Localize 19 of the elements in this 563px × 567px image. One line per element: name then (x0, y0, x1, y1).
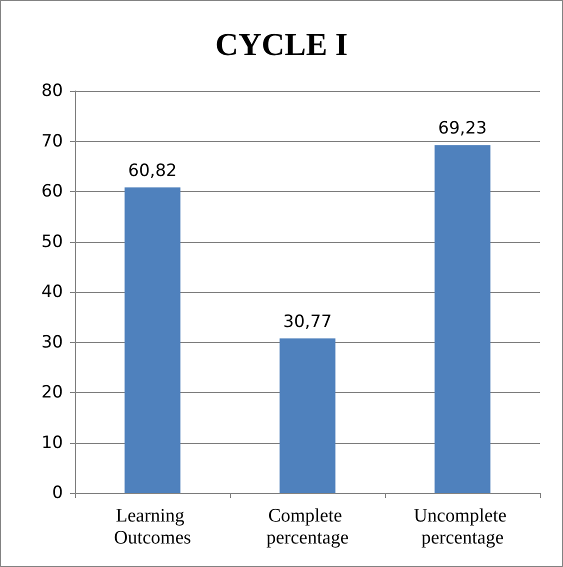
data-label: 30,77 (283, 312, 332, 332)
data-label: 69,23 (438, 118, 487, 139)
y-tick-label: 60 (41, 182, 63, 202)
y-tick-label: 0 (52, 483, 63, 503)
y-tick-label: 10 (41, 432, 63, 453)
x-tick-label: Complete percentage (266, 506, 349, 548)
x-tick-label: Learning Outcomes (114, 506, 192, 548)
y-tick-label: 20 (41, 382, 63, 402)
y-tick-label: 70 (41, 131, 63, 152)
chart-title: CYCLE I (215, 26, 348, 62)
bar (124, 187, 180, 493)
y-tick-label: 50 (41, 232, 63, 252)
bar (280, 338, 336, 493)
data-label: 60,82 (128, 160, 177, 181)
y-tick-label: 40 (41, 282, 63, 302)
x-tick-label: Uncomplete percentage (414, 506, 512, 548)
y-tick-label: 80 (41, 81, 63, 101)
bar (434, 145, 490, 493)
y-tick-label: 30 (41, 332, 63, 352)
